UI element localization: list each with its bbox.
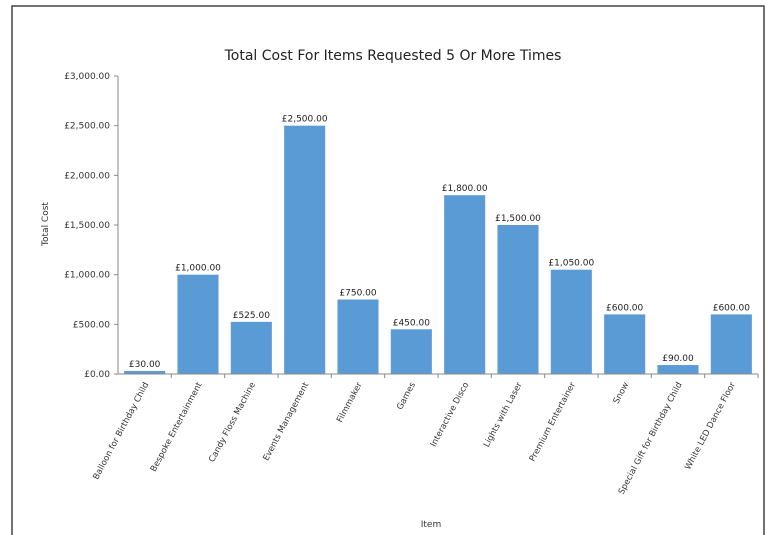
x-axis-label: Item xyxy=(421,520,442,530)
x-tick-label: Candy Floss Machine xyxy=(207,381,258,464)
bar xyxy=(657,365,699,374)
y-tick-label: £3,000.00 xyxy=(64,72,110,82)
data-label: £450.00 xyxy=(393,318,430,328)
y-tick-label: £2,000.00 xyxy=(64,171,110,181)
data-label: £1,000.00 xyxy=(175,264,221,274)
data-label: £600.00 xyxy=(713,303,750,313)
x-tick-label: Interactive Disco xyxy=(429,381,471,449)
y-tick-label: £2,500.00 xyxy=(64,122,110,132)
y-tick-label: £1,000.00 xyxy=(64,271,110,281)
chart-border xyxy=(11,5,765,535)
bars: £30.00 £1,000.00 £525.00 £2,500.00 £750.00 £4… xyxy=(124,115,752,375)
y-axis: £0.00 £500.00 £1,000.00 £1,500.00 £2,000.00 £… xyxy=(64,72,119,380)
data-label: £90.00 xyxy=(662,354,694,364)
y-axis-label: Total Cost xyxy=(41,202,51,247)
bar xyxy=(604,314,646,374)
x-tick-label: Lights with Laser xyxy=(482,380,525,449)
data-label: £525.00 xyxy=(233,311,270,321)
bar xyxy=(230,321,272,374)
x-tick-label: Bespoke Entertainment xyxy=(149,380,205,474)
x-tick-label: White LED Dance Floor xyxy=(683,380,738,471)
data-label: £2,500.00 xyxy=(282,115,328,125)
bar xyxy=(390,329,432,374)
bar xyxy=(124,371,166,374)
bar xyxy=(497,225,539,374)
data-label: £1,800.00 xyxy=(442,184,488,194)
data-label: £1,500.00 xyxy=(495,214,541,224)
data-label: £600.00 xyxy=(606,303,643,313)
bar xyxy=(444,195,486,374)
bar xyxy=(337,299,379,374)
data-label: £1,050.00 xyxy=(548,259,594,269)
x-tick-label: Balloon for Birthday Child xyxy=(91,381,151,482)
bar xyxy=(284,125,326,375)
bar xyxy=(710,314,752,374)
bar xyxy=(550,269,592,374)
x-tick-label: Premium Entertainer xyxy=(528,380,579,463)
bar xyxy=(177,274,219,374)
y-tick-label: £500.00 xyxy=(73,320,110,330)
x-tick-label: Snow xyxy=(612,381,632,406)
data-label: £30.00 xyxy=(129,360,161,370)
chart-title: Total Cost For Items Requested 5 Or More… xyxy=(224,48,562,64)
data-label: £750.00 xyxy=(339,289,376,299)
x-tick-label: Events Management xyxy=(261,380,311,463)
x-tick-label: Games xyxy=(395,380,418,411)
x-tick-label: Special Gift for Birthday Child xyxy=(617,381,685,497)
y-tick-label: £1,500.00 xyxy=(64,221,110,231)
y-tick-label: £0.00 xyxy=(84,370,110,380)
x-tick-label: Filmmaker xyxy=(335,380,365,424)
